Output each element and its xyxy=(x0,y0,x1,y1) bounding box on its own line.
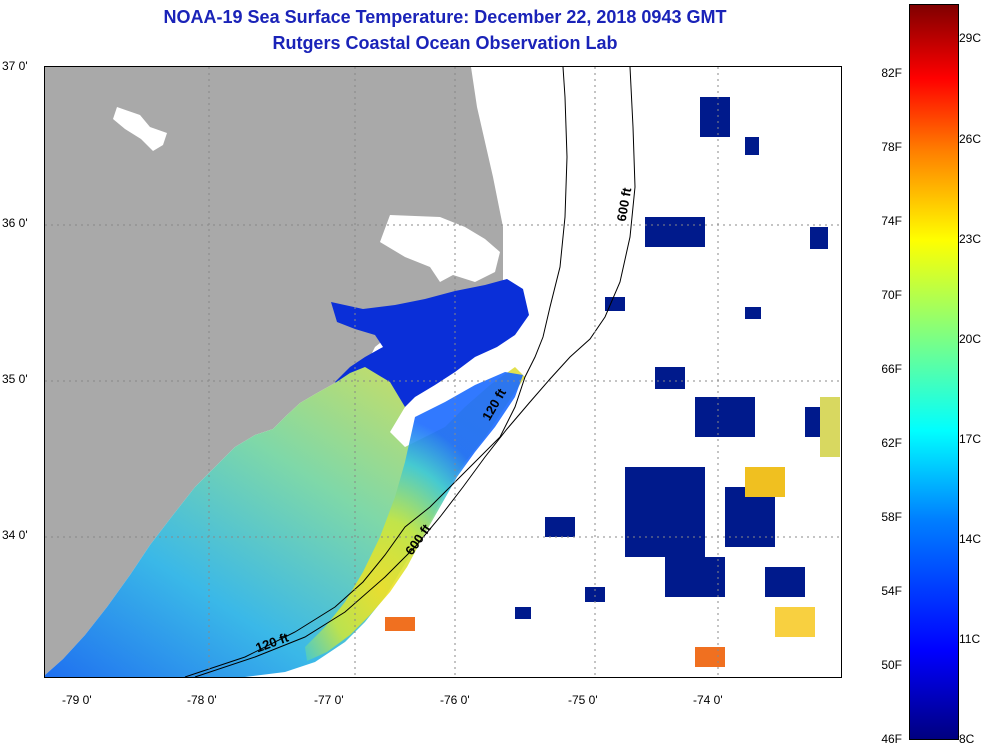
lon-label-74: -74 0' xyxy=(693,693,723,707)
colorbar-c-29: 29C xyxy=(959,31,982,45)
lon-label-77: -77 0' xyxy=(314,693,344,707)
colorbar-c-14: 14C xyxy=(959,532,982,546)
colorbar-gradient xyxy=(910,5,958,739)
colorbar-f-62: 62F xyxy=(881,436,902,450)
colorbar-c-17: 17C xyxy=(959,432,982,446)
gulf-stream-edge xyxy=(305,372,523,661)
lon-label-76: -76 0' xyxy=(440,693,470,707)
lat-label-35: 35 0' xyxy=(2,372,28,386)
colorbar-c-11: 11C xyxy=(959,632,981,646)
colorbar-f-70: 70F xyxy=(881,288,902,302)
colorbar-f-82: 82F xyxy=(881,66,902,80)
contour-600ft xyxy=(194,67,636,677)
lat-label-37: 37 0' xyxy=(2,59,28,73)
albemarle-sound-white xyxy=(380,215,500,282)
colorbar-f-50: 50F xyxy=(881,658,902,672)
lat-label-36: 36 0' xyxy=(2,216,28,230)
temperature-colorbar xyxy=(909,4,959,740)
colorbar-c-26: 26C xyxy=(959,132,982,146)
colorbar-f-74: 74F xyxy=(881,214,902,228)
colorbar-f-54: 54F xyxy=(881,584,902,598)
contour-120ft xyxy=(184,67,568,677)
lon-label-78: -78 0' xyxy=(187,693,217,707)
colorbar-f-66: 66F xyxy=(881,362,902,376)
colorbar-f-46: 46F xyxy=(881,732,902,746)
map-subtitle: Rutgers Coastal Ocean Observation Lab xyxy=(272,33,618,53)
map-title: NOAA-19 Sea Surface Temperature: Decembe… xyxy=(163,7,727,27)
sst-map: 600 ft 120 ft 600 ft 120 ft xyxy=(44,66,842,678)
lon-label-79: -79 0' xyxy=(62,693,92,707)
graticule xyxy=(45,67,841,677)
colorbar-f-58: 58F xyxy=(881,510,902,524)
colorbar-c-23: 23C xyxy=(959,232,982,246)
warm-offshore-patches xyxy=(385,397,840,667)
colorbar-c-8: 8C xyxy=(959,732,975,746)
colorbar-f-78: 78F xyxy=(881,140,902,154)
shelf-water xyxy=(45,367,525,677)
lat-label-34: 34 0' xyxy=(2,528,28,542)
inland-water-white xyxy=(113,107,167,151)
sst-map-canvas xyxy=(45,67,841,677)
lon-label-75: -75 0' xyxy=(568,693,598,707)
colorbar-c-20: 20C xyxy=(959,332,982,346)
